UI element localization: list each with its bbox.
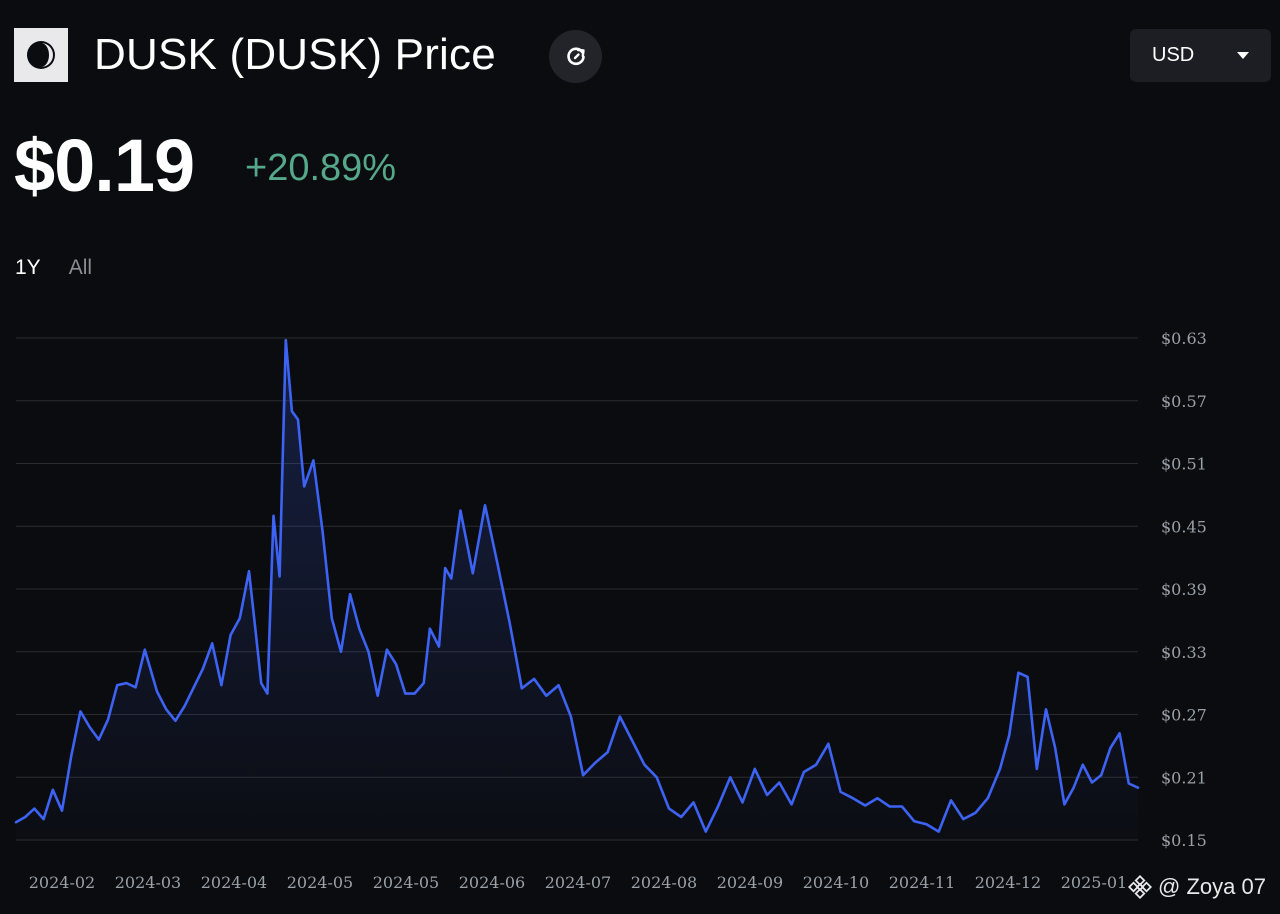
x-tick-label: 2024-08 (631, 873, 697, 892)
x-tick-label: 2024-05 (373, 873, 439, 892)
y-tick-label: $0.45 (1161, 517, 1207, 536)
range-tabs: 1Y All (15, 254, 92, 282)
x-tick-label: 2024-09 (717, 873, 783, 892)
watermark: @ Zoya 07 (1128, 873, 1266, 901)
current-price: $0.19 (14, 124, 195, 207)
currency-select[interactable]: USD (1130, 29, 1271, 82)
y-tick-label: $0.57 (1161, 392, 1207, 411)
x-tick-label: 2024-10 (803, 873, 869, 892)
tab-1y[interactable]: 1Y (15, 256, 41, 279)
x-tick-label: 2024-05 (287, 873, 353, 892)
refresh-button[interactable] (549, 30, 602, 83)
y-tick-label: $0.27 (1161, 706, 1207, 725)
chevron-down-icon (1237, 52, 1249, 59)
x-tick-label: 2024-02 (29, 873, 95, 892)
x-tick-label: 2024-06 (459, 873, 525, 892)
price-change-percent: +20.89% (245, 147, 397, 189)
x-tick-label: 2024-12 (975, 873, 1041, 892)
dusk-logo (14, 28, 68, 82)
x-tick-label: 2024-04 (201, 873, 267, 892)
price-area-fill (16, 340, 1138, 840)
y-tick-label: $0.39 (1161, 580, 1207, 599)
x-tick-label: 2024-07 (545, 873, 611, 892)
y-tick-label: $0.51 (1161, 455, 1207, 474)
y-tick-label: $0.63 (1161, 329, 1207, 348)
y-tick-label: $0.15 (1161, 831, 1207, 850)
y-tick-label: $0.21 (1161, 768, 1207, 787)
price-series-line (14, 338, 1140, 833)
dusk-moon-logo-icon (27, 41, 55, 69)
watermark-text: @ Zoya 07 (1158, 874, 1266, 899)
x-tick-label: 2024-03 (115, 873, 181, 892)
currency-selected-value: USD (1152, 44, 1195, 66)
binance-logo-icon (1128, 875, 1152, 899)
refresh-icon (566, 47, 585, 65)
page-title: DUSK (DUSK) Price (94, 30, 496, 79)
x-tick-label: 2025-01 (1061, 873, 1127, 892)
tab-all[interactable]: All (68, 256, 93, 279)
y-tick-label: $0.33 (1161, 643, 1207, 662)
price-chart: $0.63 $0.57 $0.51 $0.45 $0.39 $0.33 $0.27 $0.21… (14, 329, 1207, 892)
x-tick-label: 2024-11 (889, 873, 955, 892)
